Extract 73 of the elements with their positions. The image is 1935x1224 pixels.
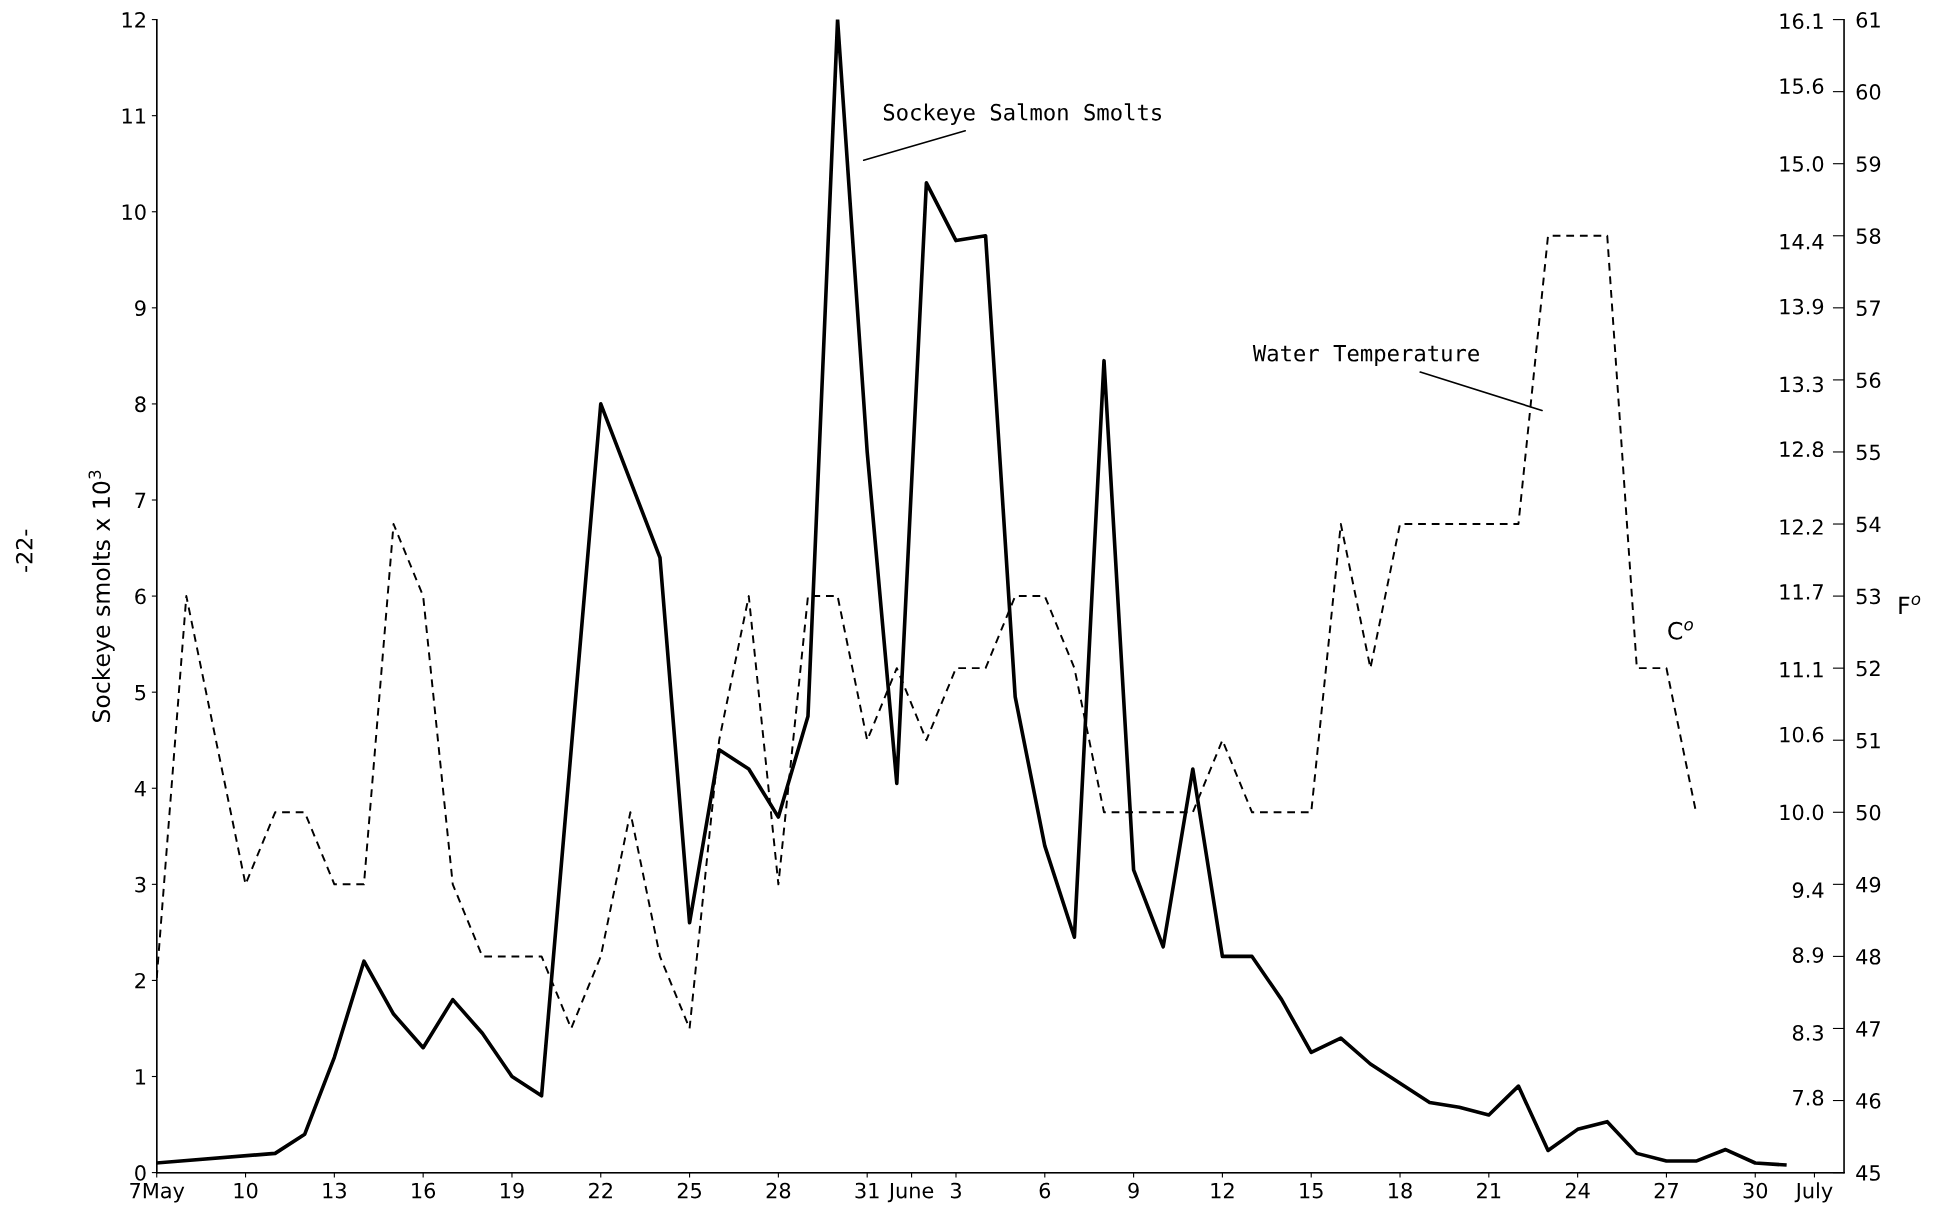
y2-tick-label: 50 — [1856, 804, 1881, 821]
y3-tick-label: 7.8 — [1793, 1089, 1824, 1106]
y-tick-label: 0 — [135, 1165, 146, 1181]
text: -22- — [15, 529, 33, 572]
y-axis-title: Sockeye smolts x 10$^{3}$ — [88, 470, 115, 723]
y2-tick-label: 45 — [1856, 1165, 1880, 1181]
y3-tick-label: 15.0 — [1780, 156, 1824, 172]
x-tick-label: 24 — [1565, 1182, 1590, 1199]
x-tick-label: 30 — [1743, 1182, 1768, 1199]
y-tick-label: 2 — [135, 972, 145, 989]
y3-tick-label: 16.1 — [1780, 13, 1823, 30]
y3-tick-label: 12.2 — [1780, 519, 1823, 535]
y2-tick-label: 56 — [1856, 372, 1881, 389]
y-tick-label: 8 — [135, 396, 146, 413]
y2-tick-label: 49 — [1856, 876, 1881, 893]
x-tick-label: 21 — [1477, 1182, 1501, 1199]
y3-tick-label: 13.3 — [1780, 376, 1823, 393]
y-tick-label: 5 — [135, 684, 146, 701]
y2-tick-label: 51 — [1856, 732, 1880, 749]
y-tick-label: 10 — [122, 204, 146, 220]
x-tick-label: 18 — [1389, 1182, 1412, 1199]
y2-tick-label: 61 — [1856, 12, 1880, 28]
x-tick-label: 27 — [1654, 1182, 1678, 1199]
y2-tick-label: 55 — [1856, 444, 1880, 461]
y2-tick-label: 57 — [1856, 300, 1880, 317]
x-tick-label: 3 — [950, 1182, 961, 1199]
y3-tick-label: 15.6 — [1780, 78, 1824, 94]
y3-tick-label: 14.4 — [1780, 234, 1824, 250]
x-tick-label: 10 — [234, 1182, 258, 1199]
y2-axis-title: F$^{o}$ — [1899, 595, 1921, 614]
y2-tick-label: 59 — [1856, 156, 1881, 172]
x-tick-label: 7May — [130, 1182, 185, 1203]
y2-tick-label: 60 — [1856, 84, 1881, 100]
y2-tick-label: 47 — [1856, 1021, 1880, 1037]
y3-tick-label: 8.9 — [1792, 947, 1824, 963]
x-tick-label: 19 — [500, 1182, 524, 1199]
x-tick-label: 31 — [855, 1182, 879, 1199]
x-tick-label: 22 — [589, 1182, 612, 1199]
x-tick-label: June — [887, 1182, 934, 1203]
x-tick-label: 25 — [677, 1182, 702, 1199]
y2-tick-label: 54 — [1856, 516, 1881, 533]
y-tick-label: 4 — [134, 780, 146, 797]
y-tick-label: 11 — [122, 108, 146, 124]
y3-axis-title: C$^{o}$ — [1668, 621, 1693, 640]
y2-tick-label: 53 — [1856, 588, 1881, 605]
x-tick-label: 13 — [323, 1182, 346, 1199]
y3-tick-label: 11.1 — [1780, 662, 1823, 678]
x-tick-label: 28 — [766, 1182, 791, 1199]
y2-tick-label: 52 — [1856, 660, 1880, 677]
y3-tick-label: 10.0 — [1780, 804, 1824, 821]
y3-tick-label: 9.4 — [1792, 882, 1824, 899]
y-tick-label: 7 — [135, 492, 146, 508]
y-tick-label: 6 — [135, 588, 146, 605]
y2-tick-label: 46 — [1856, 1092, 1881, 1109]
y3-tick-label: 11.7 — [1780, 584, 1823, 600]
x-tick-label: 6 — [1039, 1182, 1051, 1199]
y3-tick-label: 12.8 — [1780, 441, 1824, 458]
x-tick-label: July — [1794, 1182, 1833, 1203]
y3-tick-label: 8.3 — [1792, 1024, 1823, 1041]
y2-tick-label: 58 — [1856, 228, 1881, 244]
y3-tick-label: 13.9 — [1780, 298, 1824, 315]
y-tick-label: 12 — [122, 12, 145, 28]
y-tick-label: 9 — [135, 300, 146, 317]
x-tick-label: 12 — [1211, 1182, 1234, 1199]
annotation: Sockeye Salmon Smolts — [883, 103, 1162, 125]
y-tick-label: 3 — [135, 876, 146, 893]
x-tick-label: 16 — [412, 1182, 436, 1199]
y3-tick-label: 10.6 — [1780, 726, 1824, 743]
x-tick-label: 9 — [1128, 1182, 1139, 1199]
x-tick-label: 15 — [1300, 1182, 1323, 1199]
y2-tick-label: 48 — [1856, 948, 1881, 965]
annotation: Water Temperature — [1252, 345, 1479, 366]
y-tick-label: 1 — [136, 1069, 146, 1085]
